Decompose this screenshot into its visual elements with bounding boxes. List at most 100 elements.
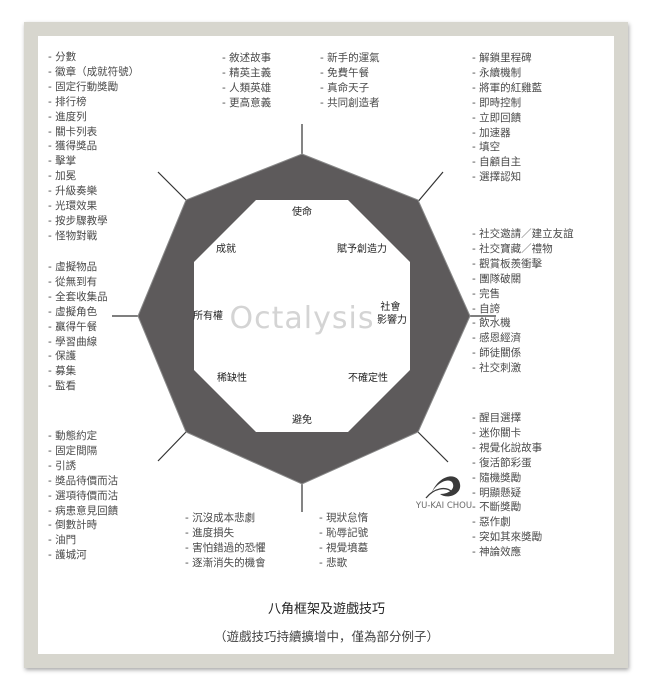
list-item: - 贏得午餐 [48,320,98,333]
list-item: - 社交寶藏／禮物 [472,242,553,255]
list-item: - 感恩經濟 [472,332,522,345]
list-item: - 自誇 [472,302,501,315]
list-item: - 引誘 [48,459,77,472]
list-mid-right: - 社交邀請／建立友誼 - 社交寶藏／禮物 - 觀賞板羨衝擊 - 團隊破關 - 完售 - … [472,227,574,376]
list-item: - 選擇認知 [472,171,522,184]
list-item: - 社交刺激 [472,362,522,375]
watermark: Octalysis [230,301,375,336]
list-item: - 虛擬角色 [48,305,98,318]
list-item: - 將軍的紅雞藍 [472,81,543,94]
list-item: - 免費午餐 [320,66,370,79]
list-item: - 師徒關係 [472,347,522,360]
list-item: - 悲歌 [319,556,348,569]
list-item: - 更高意義 [222,96,272,109]
spoke-bottom-left [157,431,187,462]
list-item: - 徽章（成就符號） [48,65,140,78]
list-item: - 倒數計時 [48,519,98,532]
list-item: - 敘述故事 [222,52,272,64]
list-item: - 排行榜 [48,95,87,108]
list-mid-left: - 虛擬物品 - 從無到有 - 全套收集品 - 虛擬角色 - 贏得午餐 - 學習曲線 - 保… [48,260,108,394]
list-bottom-center-left: - 沉沒成本悲劇 - 進度損失 - 害怕錯過的恐懼 - 逐漸消失的機會 [185,511,266,571]
logo-text: YU-KAI CHOU [415,501,472,511]
logo-mark-icon [432,476,461,497]
list-bottom-right: - 醒目選擇 - 迷你關卡 - 視覺化說故事 - 復活節彩蛋 - 隨機獎勵 - 明顯懸疑 -… [472,411,542,560]
list-item: - 共同創造者 [320,96,380,109]
list-item: - 固定行動獎勵 [48,80,119,93]
spoke-bottom-right [417,431,449,463]
list-item: - 病患意見回饋 [48,504,119,517]
list-item: - 觀賞板羨衝擊 [472,257,543,270]
list-item: - 飲水機 [472,317,511,330]
author-logo: YU-KAI CHOU [415,476,472,511]
list-item: - 關卡列表 [48,125,98,138]
list-item: - 人類英雄 [222,81,272,94]
list-item: - 不斷獎勵 [472,501,522,514]
list-item: - 分數 [48,51,77,63]
list-item: - 進度列 [48,110,87,123]
list-item: - 真命天子 [320,81,370,94]
list-item: - 惡作劇 [472,516,511,529]
list-item: - 恥辱記號 [319,526,369,539]
list-item: - 怪物對戰 [48,229,98,242]
diagram-subtitle: （遊戲技巧持續擴增中，僅為部分例子） [213,629,439,644]
label-social-line1: 社會 [380,300,400,313]
list-item: - 害怕錯過的恐懼 [185,541,266,554]
spokes [112,124,496,512]
list-item: - 選項待價而沽 [48,489,119,502]
label-epic-meaning: 使命 [292,205,312,218]
list-item: - 虛擬物品 [48,261,98,273]
logo-swoosh-icon [425,487,453,499]
list-top-right: - 解鎖里程碑 - 永續機制 - 將軍的紅雞藍 - 即時控制 - 立即回饋 - 加速器 - … [472,51,542,185]
list-item: - 新手的運氣 [320,52,380,64]
list-item: - 迷你關卡 [472,426,522,439]
list-item: - 團隊破關 [472,272,522,285]
list-top-center-left: - 敘述故事 - 精英主義 - 人類英雄 - 更高意義 [222,51,271,111]
list-bottom-center-right: - 現狀怠惰 - 恥辱記號 - 視覺墳墓 - 悲歌 [319,511,368,571]
list-item: - 募集 [48,365,77,378]
label-social-influence: 社會 影響力 [377,300,407,326]
list-item: - 全套收集品 [48,290,108,303]
list-item: - 即時控制 [472,96,522,109]
list-item: - 光環效果 [48,200,98,213]
inner-octagon [194,200,410,432]
label-empowerment: 賦予創造力 [337,242,387,255]
label-accomplishment: 成就 [216,242,236,255]
list-item: - 擊掌 [48,155,77,168]
list-item: - 進度損失 [185,526,235,539]
list-item: - 逐漸消失的機會 [185,556,266,569]
list-item: - 自顧自主 [472,156,522,169]
list-item: - 社交邀請／建立友誼 [472,228,574,240]
list-item: - 保護 [48,350,77,363]
list-item: - 按步驟教學 [48,214,108,227]
list-item: - 醒目選擇 [472,412,522,424]
label-social-line2: 影響力 [377,313,407,326]
list-item: - 沉沒成本悲劇 [185,512,256,524]
list-item: - 復活節彩蛋 [472,456,532,469]
list-item: - 從無到有 [48,275,98,288]
list-item: - 解鎖里程碑 [472,52,532,64]
list-item: - 固定間隔 [48,444,98,457]
list-item: - 動態約定 [48,430,98,442]
list-item: - 現狀怠惰 [319,512,369,524]
list-item: - 獲得獎品 [48,140,98,153]
list-item: - 視覺化說故事 [472,441,543,454]
label-scarcity: 稀缺性 [217,371,247,384]
list-item: - 獎品待價而沽 [48,474,119,487]
list-item: - 學習曲線 [48,335,98,348]
list-item: - 填空 [472,141,501,154]
list-item: - 加冕 [48,170,77,183]
list-item: - 立即回饋 [472,111,522,124]
list-item: - 護城河 [48,549,87,562]
label-ownership: 所有權 [193,309,223,322]
list-item: - 加速器 [472,126,511,139]
list-item: - 油門 [48,534,77,547]
list-top-left: - 分數 - 徽章（成就符號） - 固定行動獎勵 - 排行榜 - 進度列 - 關卡列表 - … [48,50,139,244]
list-item: - 隨機獎勵 [472,471,522,484]
list-item: - 神論效應 [472,546,522,559]
list-item: - 完售 [472,287,501,300]
list-item: - 視覺墳墓 [319,541,369,554]
label-avoidance: 避免 [292,413,312,426]
spoke-top-right [415,171,444,205]
list-item: - 突如其來獎勵 [472,531,543,544]
